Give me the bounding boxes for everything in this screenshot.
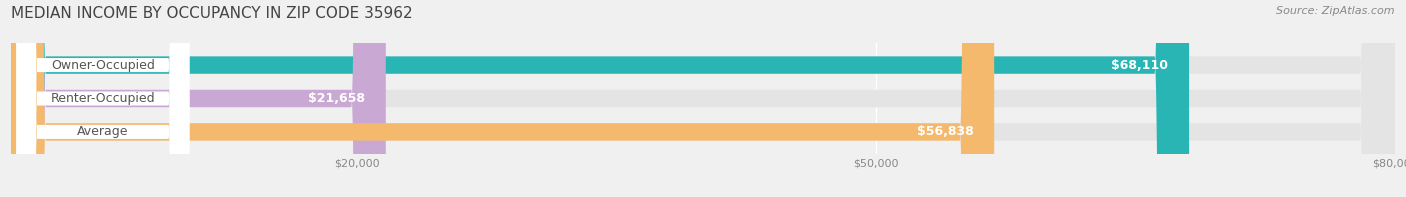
FancyBboxPatch shape	[17, 0, 190, 197]
FancyBboxPatch shape	[11, 0, 1395, 197]
FancyBboxPatch shape	[11, 0, 1395, 197]
Text: MEDIAN INCOME BY OCCUPANCY IN ZIP CODE 35962: MEDIAN INCOME BY OCCUPANCY IN ZIP CODE 3…	[11, 6, 413, 21]
Text: Owner-Occupied: Owner-Occupied	[51, 59, 155, 72]
FancyBboxPatch shape	[17, 0, 190, 197]
FancyBboxPatch shape	[11, 0, 1395, 197]
Text: Average: Average	[77, 125, 129, 138]
Text: Source: ZipAtlas.com: Source: ZipAtlas.com	[1277, 6, 1395, 16]
FancyBboxPatch shape	[17, 0, 190, 197]
Text: $68,110: $68,110	[1111, 59, 1168, 72]
Text: $56,838: $56,838	[917, 125, 973, 138]
FancyBboxPatch shape	[11, 0, 385, 197]
Text: Renter-Occupied: Renter-Occupied	[51, 92, 155, 105]
FancyBboxPatch shape	[11, 0, 994, 197]
FancyBboxPatch shape	[11, 0, 1189, 197]
Text: $21,658: $21,658	[308, 92, 366, 105]
